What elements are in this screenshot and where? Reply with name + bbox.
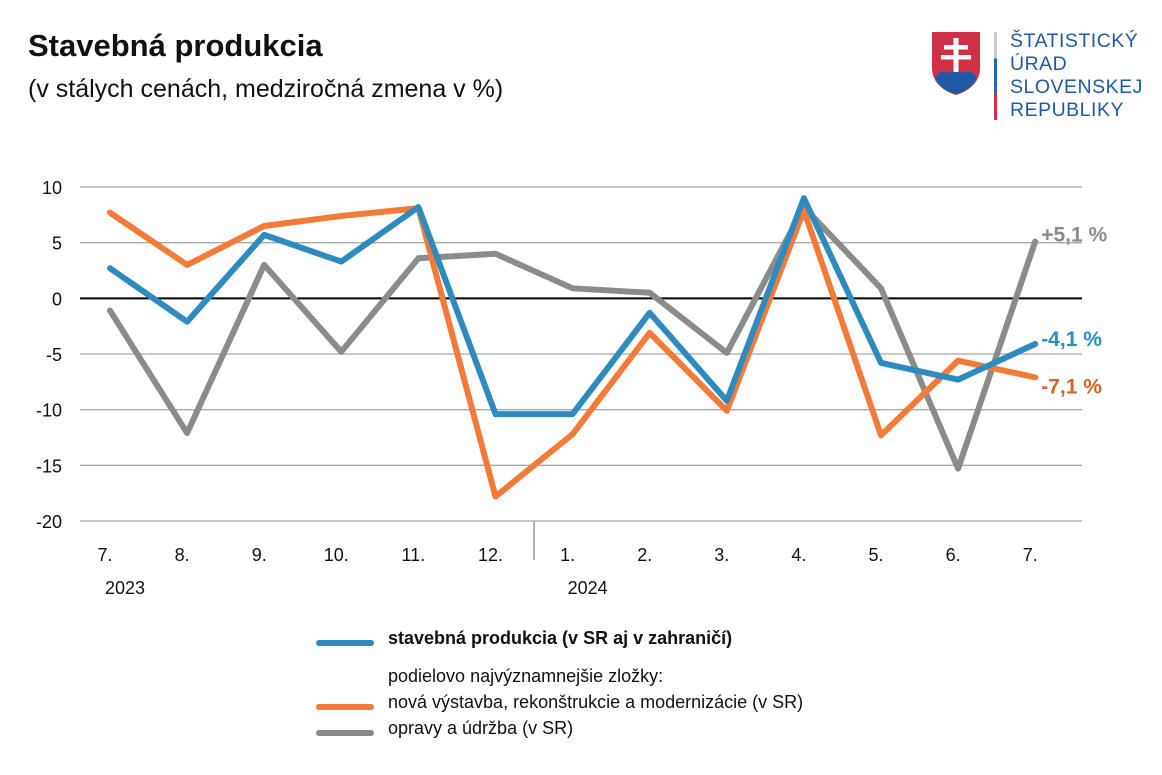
y-tick-label: 10 <box>42 178 62 198</box>
logo-line: REPUBLIKY <box>1010 99 1124 121</box>
x-tick-label: 10. <box>324 545 349 565</box>
y-tick-label: -20 <box>36 512 62 532</box>
page-title: Stavebná produkcia <box>28 28 323 63</box>
y-tick-label: 0 <box>52 289 62 309</box>
x-tick-label: 3. <box>714 545 729 565</box>
end-value-label: -4,1 % <box>1041 328 1102 351</box>
line-chart: 10 5 0 -5 -10 -15 -20 7. 8. 9. 10. 11. 12. 1. 2. 3. 4. 5.… <box>36 178 1108 598</box>
x-tick-label: 2. <box>637 545 652 565</box>
x-tick-label: 8. <box>175 545 190 565</box>
legend-label: nová výstavba, rekonštrukcie a modernizá… <box>388 692 804 712</box>
logo-line: ŠTATISTICKÝ <box>1010 30 1139 52</box>
x-tick-label: 6. <box>946 545 961 565</box>
legend-label: opravy a údržba (v SR) <box>388 718 574 738</box>
y-tick-label: -10 <box>36 401 62 421</box>
x-tick-label: 4. <box>791 545 806 565</box>
legend-subheading: podielovo najvýznamnejšie zložky: <box>310 666 803 692</box>
y-tick-label: -5 <box>46 345 62 365</box>
legend-swatch <box>316 704 374 710</box>
legend-subheading-text: podielovo najvýznamnejšie zložky: <box>388 666 664 686</box>
legend-label: stavebná produkcia (v SR aj v zahraničí) <box>388 628 733 648</box>
page-subtitle: (v stálych cenách, medziročná zmena v %) <box>28 75 504 103</box>
x-tick-label: 11. <box>402 545 426 565</box>
end-value-label: +5,1 % <box>1041 224 1107 247</box>
coat-of-arms-icon <box>932 32 980 95</box>
legend-item-total: stavebná produkcia (v SR aj v zahraničí) <box>310 628 803 654</box>
x-tick-label: 9. <box>252 545 267 565</box>
y-tick-label: -15 <box>36 456 62 476</box>
x-tick-label: 12. <box>478 545 503 565</box>
x-tick-label: 7. <box>1023 545 1038 565</box>
year-label: 2024 <box>568 578 608 598</box>
end-value-label: -7,1 % <box>1041 375 1102 398</box>
legend-item-repairs: opravy a údržba (v SR) <box>310 718 803 744</box>
logo-line: ÚRAD <box>1010 53 1068 75</box>
y-tick-label: 5 <box>52 234 62 254</box>
logo-line: SLOVENSKEJ <box>1010 76 1143 98</box>
legend-item-new-construction: nová výstavba, rekonštrukcie a modernizá… <box>310 692 803 718</box>
year-label: 2023 <box>105 578 145 598</box>
legend-swatch <box>316 730 374 736</box>
logo-divider <box>994 32 997 120</box>
x-tick-label: 7. <box>97 545 112 565</box>
legend-swatch <box>316 640 374 646</box>
susr-logo: ŠTATISTICKÝ ÚRAD SLOVENSKEJ REPUBLIKY <box>930 30 1150 125</box>
x-tick-label: 1. <box>560 545 575 565</box>
legend: stavebná produkcia (v SR aj v zahraničí)… <box>310 628 803 744</box>
x-tick-label: 5. <box>868 545 883 565</box>
